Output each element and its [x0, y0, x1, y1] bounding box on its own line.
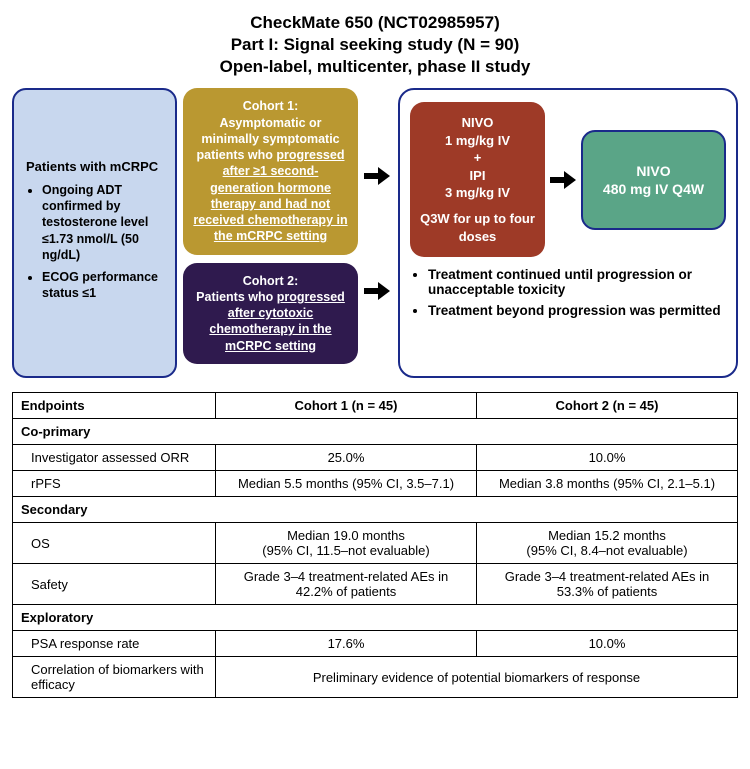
patients-heading: Patients with mCRPC — [26, 159, 163, 176]
arrow-icon — [364, 165, 390, 187]
nivo-ipi-l2: 1 mg/kg IV — [416, 132, 539, 150]
arrow-icon — [364, 280, 390, 302]
row-biom-val: Preliminary evidence of potential biomar… — [216, 657, 738, 698]
note-1: Treatment continued until progression or… — [428, 267, 726, 297]
title-line-2: Part I: Signal seeking study (N = 90) — [12, 34, 738, 56]
row-orr-c1: 25.0% — [216, 445, 477, 471]
section-exploratory: Exploratory — [13, 605, 738, 631]
cohort2-label: Cohort 2: — [243, 274, 299, 288]
patients-bullet-1: Ongoing ADT confirmed by testosterone le… — [42, 182, 163, 263]
note-2: Treatment beyond progression was permitt… — [428, 303, 726, 318]
cohort1-underline: progressed after ≥1 second-generation ho… — [193, 148, 347, 243]
row-rpfs-c2: Median 3.8 months (95% CI, 2.1–5.1) — [477, 471, 738, 497]
nivo-maint-l2: 480 mg IV Q4W — [603, 180, 704, 198]
patients-bullet-2: ECOG performance status ≤1 — [42, 269, 163, 302]
arrow-column-2 — [549, 169, 577, 191]
cohort-1-box: Cohort 1: Asymptomatic or minimally symp… — [183, 88, 358, 254]
row-rpfs-label: rPFS — [13, 471, 216, 497]
row-psa-label: PSA response rate — [13, 631, 216, 657]
nivo-ipi-box: NIVO 1 mg/kg IV + IPI 3 mg/kg IV Q3W for… — [410, 102, 545, 257]
row-psa-c2: 10.0% — [477, 631, 738, 657]
section-coprimary: Co-primary — [13, 419, 738, 445]
nivo-ipi-l4: IPI — [416, 167, 539, 185]
cohort-column: Cohort 1: Asymptomatic or minimally symp… — [183, 88, 358, 378]
row-orr-c2: 10.0% — [477, 445, 738, 471]
treatment-group: NIVO 1 mg/kg IV + IPI 3 mg/kg IV Q3W for… — [398, 88, 738, 378]
cohort-2-box: Cohort 2: Patients who progressed after … — [183, 263, 358, 364]
row-biom-label: Correlation of biomarkers with efficacy — [13, 657, 216, 698]
study-title: CheckMate 650 (NCT02985957) Part I: Sign… — [12, 12, 738, 78]
nivo-ipi-l6: Q3W for up to four doses — [416, 210, 539, 245]
section-secondary: Secondary — [13, 497, 738, 523]
row-safety-c2: Grade 3–4 treatment-related AEs in 53.3%… — [477, 564, 738, 605]
arrow-icon — [550, 169, 576, 191]
th-endpoints: Endpoints — [13, 393, 216, 419]
patients-box: Patients with mCRPC Ongoing ADT confirme… — [12, 88, 177, 378]
nivo-ipi-l5: 3 mg/kg IV — [416, 184, 539, 202]
row-psa-c1: 17.6% — [216, 631, 477, 657]
nivo-maint-l1: NIVO — [603, 162, 704, 180]
title-line-1: CheckMate 650 (NCT02985957) — [12, 12, 738, 34]
endpoints-table: Endpoints Cohort 1 (n = 45) Cohort 2 (n … — [12, 392, 738, 698]
treatment-notes: Treatment continued until progression or… — [410, 267, 726, 324]
row-os-c1: Median 19.0 months(95% CI, 11.5–not eval… — [216, 523, 477, 564]
row-os-label: OS — [13, 523, 216, 564]
study-diagram: Patients with mCRPC Ongoing ADT confirme… — [12, 88, 738, 378]
cohort2-text: Patients who — [196, 290, 277, 304]
row-rpfs-c1: Median 5.5 months (95% CI, 3.5–7.1) — [216, 471, 477, 497]
nivo-maintenance-box: NIVO 480 mg IV Q4W — [581, 130, 726, 230]
cohort1-label: Cohort 1: — [243, 99, 299, 113]
th-cohort1: Cohort 1 (n = 45) — [216, 393, 477, 419]
th-cohort2: Cohort 2 (n = 45) — [477, 393, 738, 419]
nivo-ipi-l3: + — [416, 149, 539, 167]
row-safety-label: Safety — [13, 564, 216, 605]
nivo-ipi-l1: NIVO — [416, 114, 539, 132]
row-orr-label: Investigator assessed ORR — [13, 445, 216, 471]
row-safety-c1: Grade 3–4 treatment-related AEs in 42.2%… — [216, 564, 477, 605]
row-os-c2: Median 15.2 months(95% CI, 8.4–not evalu… — [477, 523, 738, 564]
title-line-3: Open-label, multicenter, phase II study — [12, 56, 738, 78]
arrow-column-1 — [364, 88, 392, 378]
